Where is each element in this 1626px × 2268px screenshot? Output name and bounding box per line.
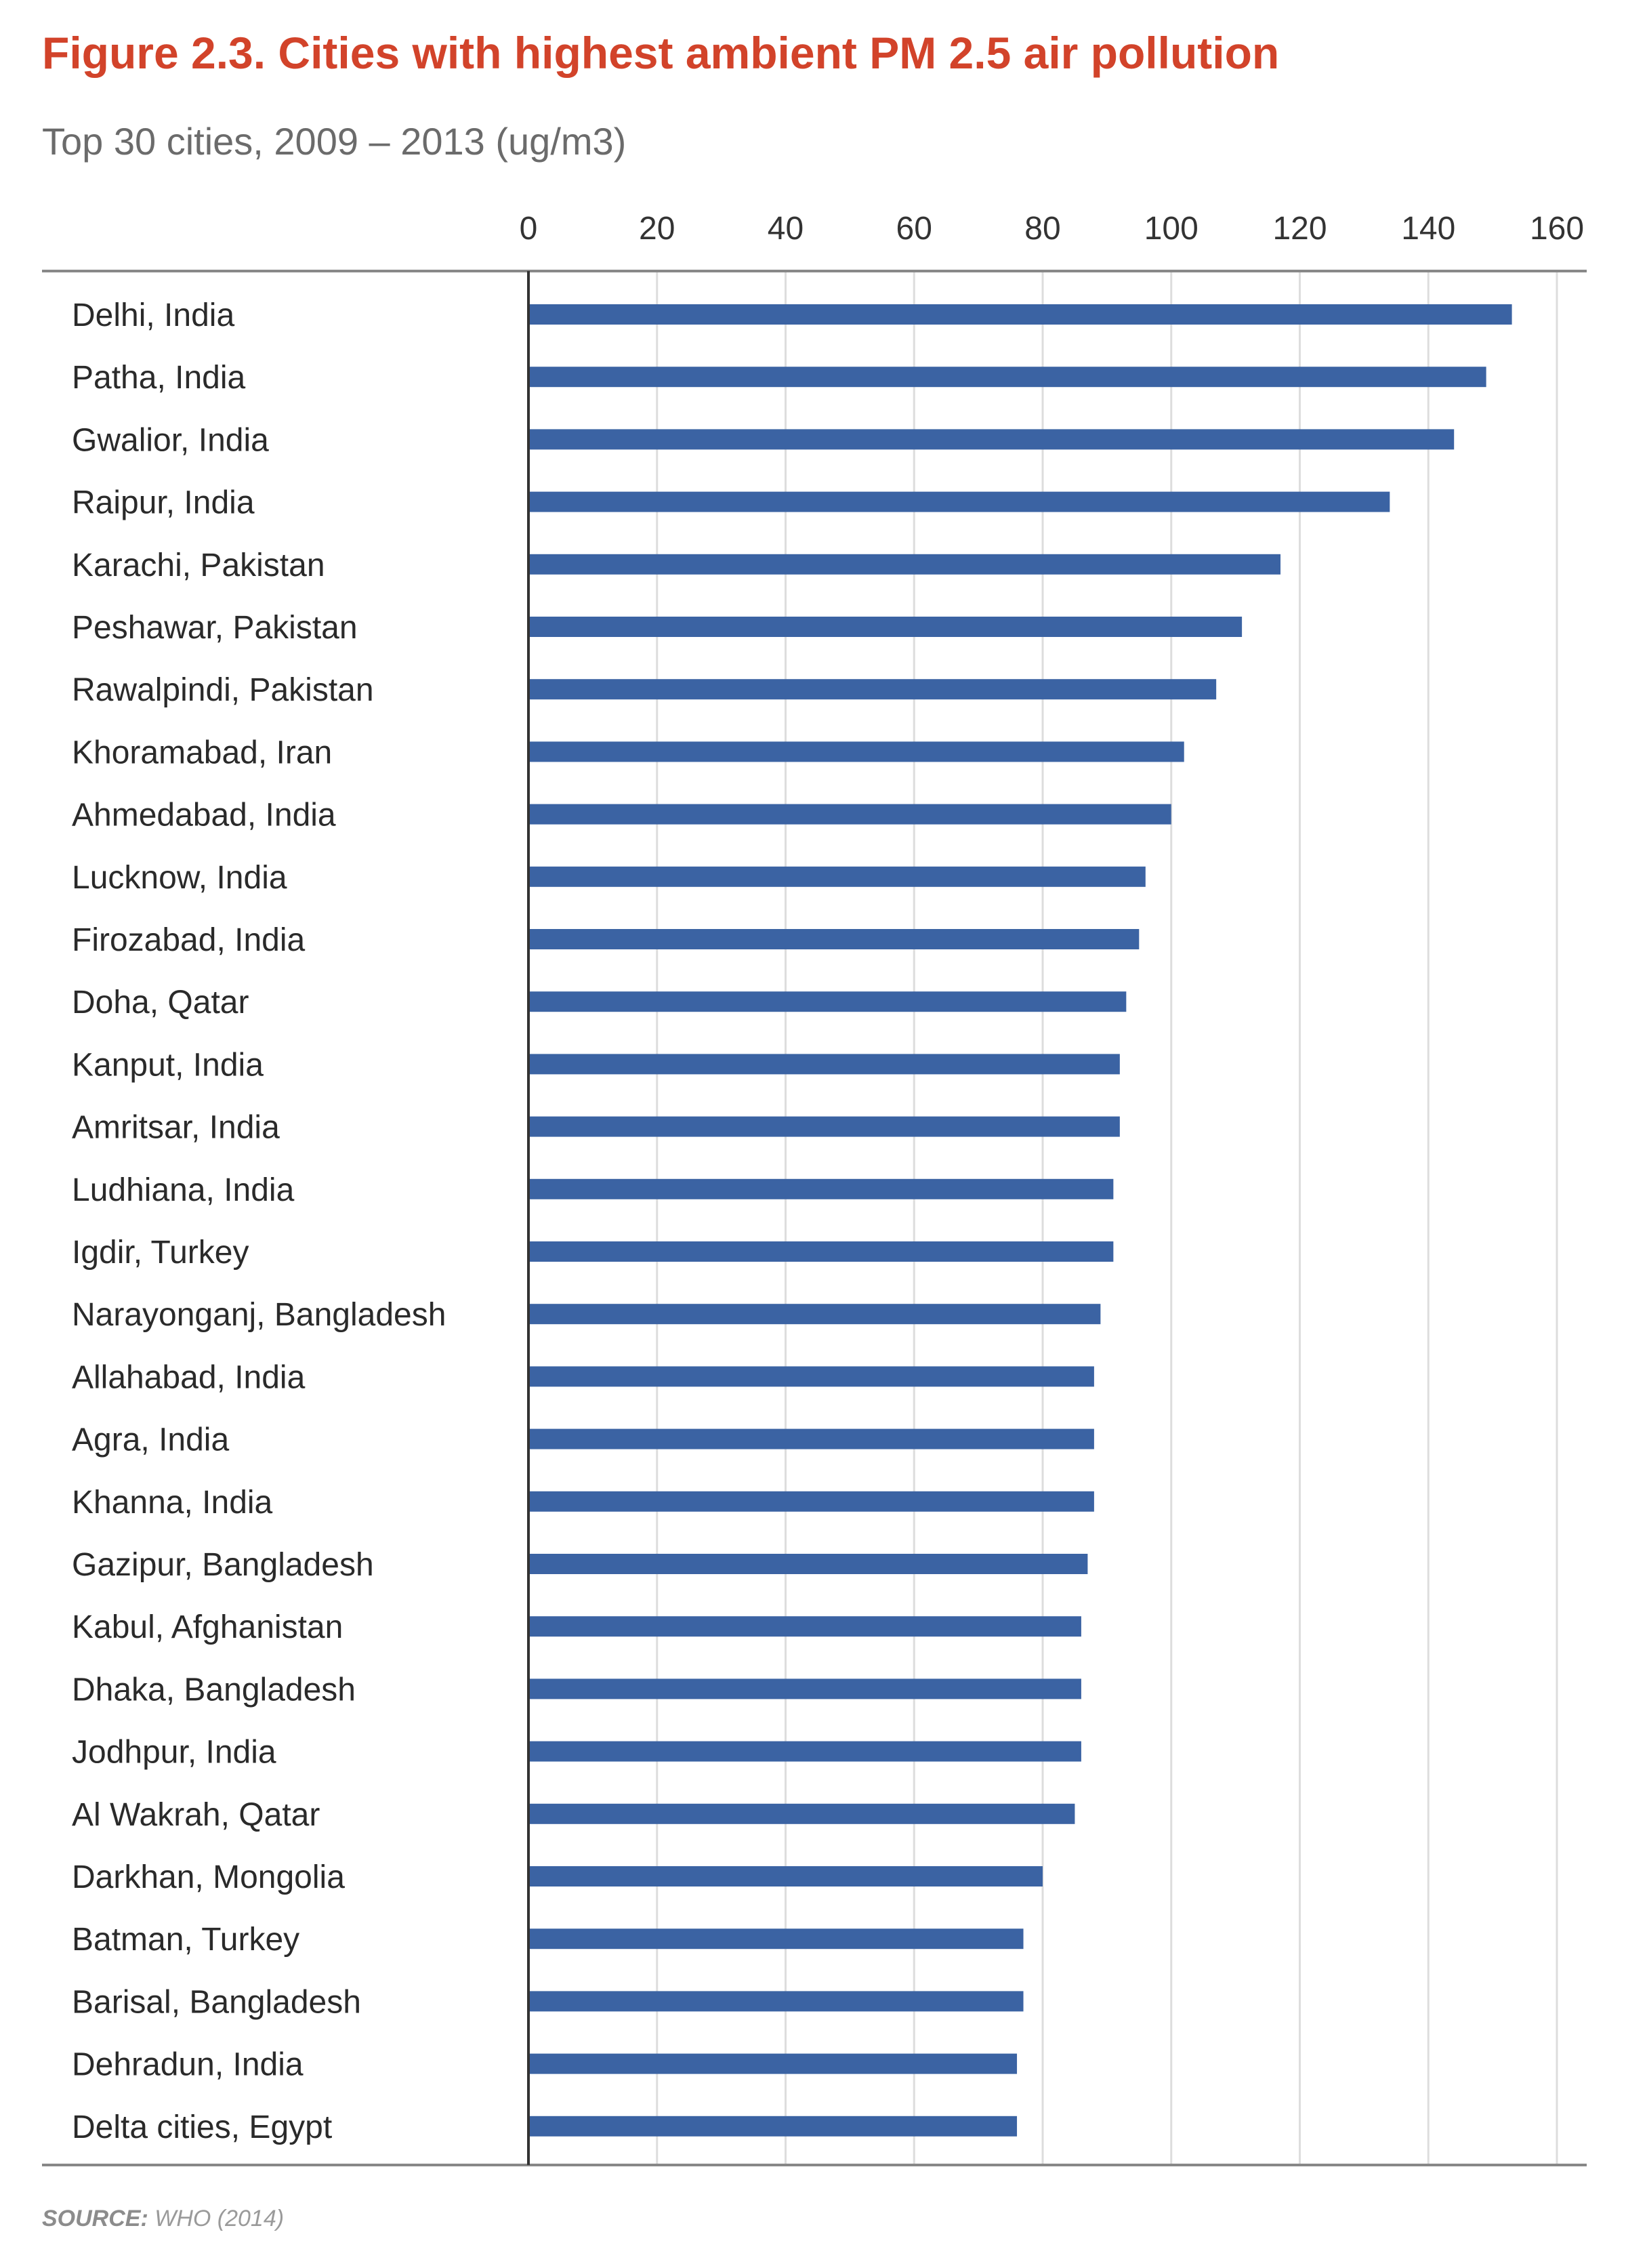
- x-tick-label: 20: [639, 211, 675, 247]
- bar: [528, 1803, 1075, 1824]
- category-label: Karachi, Pakistan: [72, 548, 325, 583]
- category-label: Dhaka, Bangladesh: [72, 1672, 356, 1708]
- x-tick-label: 0: [520, 211, 538, 247]
- category-label: Kabul, Afghanistan: [72, 1609, 343, 1645]
- bar: [528, 429, 1455, 450]
- bar: [528, 1116, 1120, 1137]
- x-tick-label: 120: [1272, 211, 1327, 247]
- category-label: Batman, Turkey: [72, 1922, 299, 1958]
- x-tick-label: 100: [1144, 211, 1198, 247]
- category-label: Delhi, India: [72, 297, 234, 333]
- x-tick-label: 80: [1024, 211, 1060, 247]
- bar: [528, 1741, 1081, 1762]
- category-label: Allahabad, India: [72, 1359, 306, 1395]
- x-tick-label: 160: [1530, 211, 1584, 247]
- bar: [528, 2116, 1018, 2137]
- bar: [528, 1991, 1024, 2012]
- bar: [528, 1304, 1101, 1325]
- category-label: Doha, Qatar: [72, 985, 249, 1020]
- x-tick-label: 60: [896, 211, 932, 247]
- chart-subtitle: Top 30 cities, 2009 – 2013 (ug/m3): [42, 120, 627, 163]
- bar: [528, 741, 1184, 762]
- source-note: SOURCE: WHO (2014): [42, 2206, 284, 2232]
- bar: [528, 491, 1390, 512]
- bar: [528, 1366, 1094, 1387]
- category-label: Darkhan, Mongolia: [72, 1859, 345, 1895]
- bar: [528, 804, 1171, 825]
- category-label: Lucknow, India: [72, 860, 287, 896]
- source-label: SOURCE:: [42, 2206, 148, 2231]
- category-label: Ahmedabad, India: [72, 798, 336, 833]
- bar: [528, 679, 1217, 700]
- category-label: Amritsar, India: [72, 1110, 280, 1146]
- x-tick-label: 140: [1401, 211, 1455, 247]
- bar: [528, 1241, 1114, 1262]
- source-text: WHO (2014): [154, 2206, 285, 2231]
- category-label: Gazipur, Bangladesh: [72, 1547, 374, 1583]
- bar: [528, 1554, 1088, 1574]
- bar: [528, 866, 1146, 887]
- bar: [528, 554, 1281, 575]
- bar: [528, 304, 1512, 325]
- category-label: Jodhpur, India: [72, 1735, 276, 1771]
- category-label: Patha, India: [72, 360, 246, 396]
- category-label: Gwalior, India: [72, 422, 269, 458]
- category-label: Agra, India: [72, 1422, 229, 1458]
- bar: [528, 929, 1140, 949]
- category-label: Dehradun, India: [72, 2047, 304, 2083]
- bar: [528, 367, 1486, 388]
- category-label: Delta cities, Egypt: [72, 2109, 332, 2145]
- category-label: Khanna, India: [72, 1485, 273, 1521]
- bar: [528, 1866, 1043, 1886]
- bar: [528, 1428, 1094, 1449]
- bar: [528, 1491, 1094, 1512]
- category-label: Barisal, Bangladesh: [72, 1984, 361, 2020]
- category-label: Igdir, Turkey: [72, 1235, 249, 1271]
- bar: [528, 1054, 1120, 1075]
- category-label: Rawalpindi, Pakistan: [72, 672, 374, 708]
- bar: [528, 1616, 1081, 1637]
- bar: [528, 1929, 1024, 1950]
- bar: [528, 1678, 1081, 1699]
- bar: [528, 991, 1127, 1012]
- category-label: Peshawar, Pakistan: [72, 610, 358, 646]
- bar: [528, 617, 1243, 637]
- category-label: Raipur, India: [72, 485, 255, 521]
- category-label: Khoramabad, Iran: [72, 735, 332, 770]
- x-tick-label: 40: [768, 211, 804, 247]
- category-label: Firozabad, India: [72, 922, 306, 958]
- category-label: Ludhiana, India: [72, 1172, 295, 1208]
- chart-title: Figure 2.3. Cities with highest ambient …: [42, 28, 1280, 78]
- category-label: Kanput, India: [72, 1047, 264, 1083]
- bar: [528, 1178, 1114, 1199]
- category-label: Al Wakrah, Qatar: [72, 1797, 320, 1833]
- bar: [528, 2053, 1018, 2074]
- category-label: Narayonganj, Bangladesh: [72, 1297, 446, 1333]
